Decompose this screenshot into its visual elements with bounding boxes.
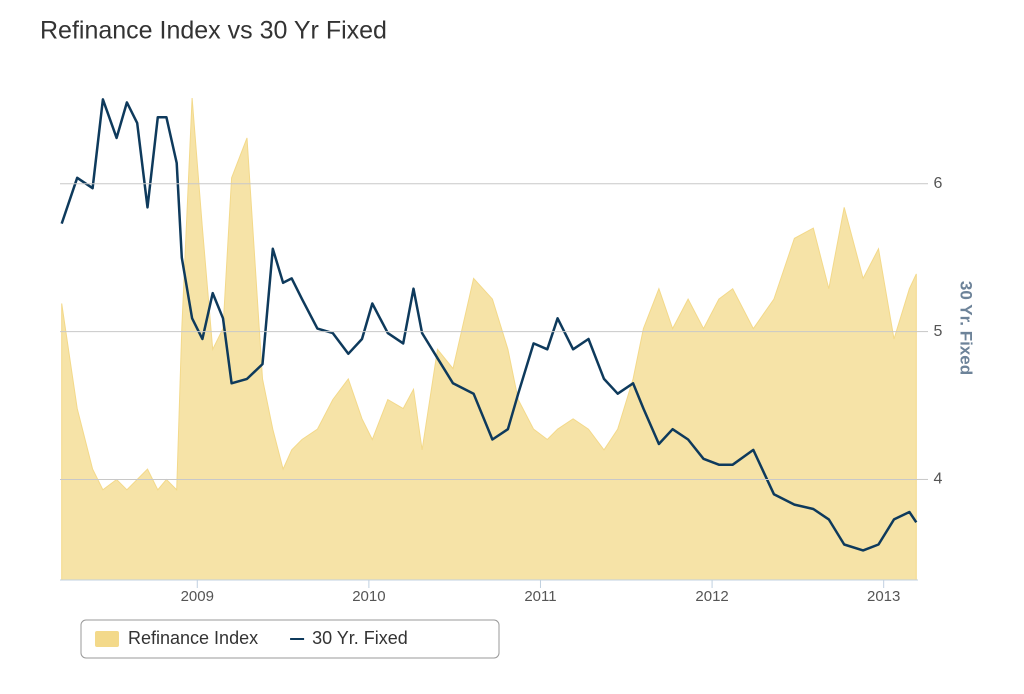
chart-title: Refinance Index vs 30 Yr Fixed: [40, 17, 387, 45]
legend-label: Refinance Index: [128, 628, 258, 648]
line: [60, 98, 918, 552]
x-tick-label: 2009: [181, 588, 214, 605]
legend-label: 30 Yr. Fixed: [312, 628, 408, 648]
legend-box: [80, 619, 500, 659]
y2-axis-label: 30 Yr. Fixed: [957, 281, 976, 375]
y2-tick-label: 4: [934, 471, 943, 488]
x-tick-label: 2012: [695, 588, 728, 605]
x-tick-label: 2010: [352, 588, 385, 605]
y2-tick-label: 6: [934, 175, 943, 192]
x-tick-label: 2011: [524, 588, 556, 605]
x-tick-label: 2013: [867, 588, 900, 605]
y2-tick-label: 5: [934, 323, 943, 340]
legend-swatch: [95, 631, 119, 647]
